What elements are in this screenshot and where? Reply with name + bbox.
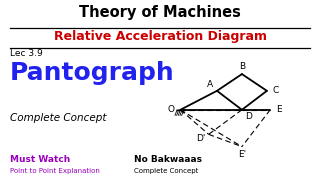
Text: Must Watch: Must Watch (10, 155, 70, 164)
Text: E': E' (238, 150, 246, 159)
Text: Relative Acceleration Diagram: Relative Acceleration Diagram (53, 30, 267, 43)
Text: Pantograph: Pantograph (10, 61, 174, 85)
Text: Complete Concept: Complete Concept (10, 113, 106, 123)
Text: D': D' (196, 134, 205, 143)
Text: Theory of Machines: Theory of Machines (79, 5, 241, 20)
Text: Point to Point Explanation: Point to Point Explanation (10, 168, 100, 174)
Text: Complete Concept: Complete Concept (134, 168, 199, 174)
Text: Lec 3.9: Lec 3.9 (10, 50, 42, 59)
Text: D: D (245, 112, 252, 121)
Text: C: C (273, 86, 279, 95)
Text: E: E (276, 105, 282, 114)
Text: B: B (239, 62, 245, 71)
Text: A: A (207, 80, 213, 89)
Text: No Bakwaaas: No Bakwaaas (134, 155, 203, 164)
Text: O: O (168, 105, 175, 114)
